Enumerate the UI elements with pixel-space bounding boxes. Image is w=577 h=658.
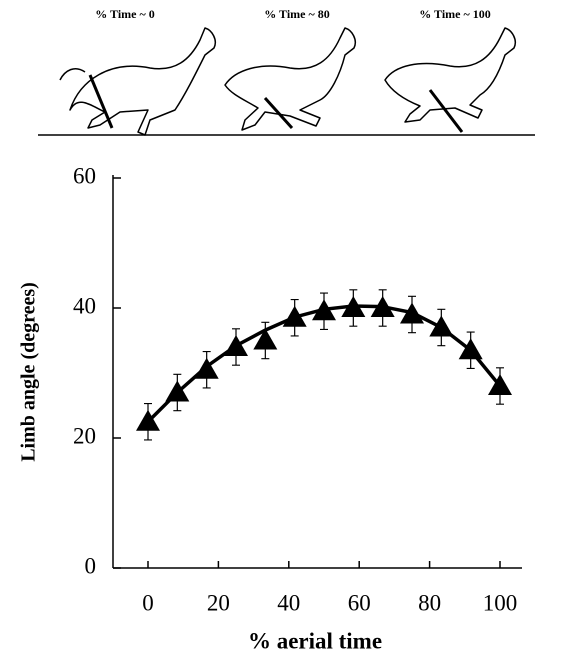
data-point: [370, 296, 395, 317]
horse-illustrations: [38, 27, 535, 136]
data-point: [312, 299, 336, 321]
illustration-label: % Time ~ 100: [419, 7, 490, 21]
data-point: [253, 328, 278, 350]
data-point: [224, 335, 248, 356]
x-tick-label: 40: [277, 590, 300, 615]
data-point: [136, 409, 160, 431]
data-point: [488, 374, 512, 395]
horse-3: [384, 27, 517, 123]
x-tick-label: 60: [348, 590, 371, 615]
y-tick-label: 60: [73, 163, 96, 188]
limb-line-2: [263, 96, 294, 130]
data-point: [165, 380, 190, 402]
illustration-label: % Time ~ 0: [95, 7, 154, 21]
x-tick-label: 80: [418, 590, 441, 615]
data-point: [429, 315, 454, 337]
horse-1: [59, 27, 217, 136]
y-tick-label: 20: [73, 423, 96, 448]
horse-2: [224, 27, 357, 131]
x-axis-title: % aerial time: [248, 628, 382, 653]
x-tick-label: 0: [142, 590, 154, 615]
y-tick-label: 0: [85, 553, 97, 578]
data-point: [458, 338, 483, 360]
illustration-label: % Time ~ 80: [264, 7, 329, 21]
limb-line-1: [88, 74, 114, 129]
x-tick-label: 100: [483, 590, 518, 615]
data-point: [194, 357, 219, 379]
y-tick-label: 40: [73, 293, 96, 318]
limb-line-3: [428, 89, 464, 133]
y-axis-title: Limb angle (degrees): [18, 282, 40, 462]
x-tick-label: 20: [207, 590, 230, 615]
data-point: [341, 296, 366, 317]
data-point: [282, 305, 307, 327]
data-point: [400, 302, 424, 324]
